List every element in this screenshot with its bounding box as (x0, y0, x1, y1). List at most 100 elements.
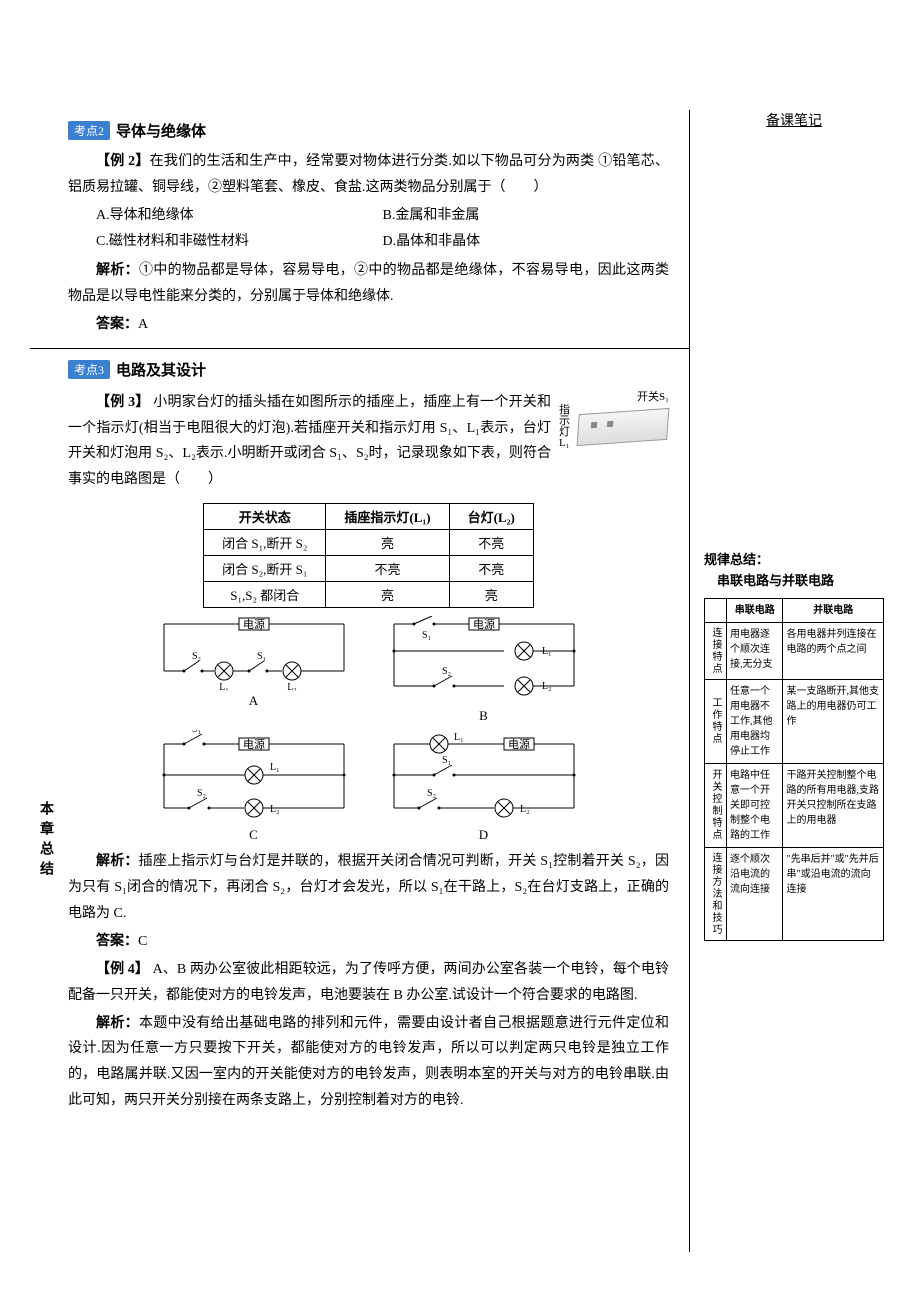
circuit-a-svg: 电源 S₂ L₁ S₁ (154, 616, 354, 691)
cell-r2c1: 亮 (326, 582, 449, 608)
fig-indicator-char4: L₁ (559, 438, 570, 449)
comparison-table: 串联电路 并联电路 连接特点 用电器逐个顺次连接,无分支 各用电器并列连接在电路… (704, 598, 884, 941)
circuit-c-label: C (154, 827, 354, 843)
comp-corner (705, 598, 727, 622)
example-4-stem: 【例 4】 A、B 两办公室彼此相距较远，为了传呼方便，两间办公室各装一个电铃，… (68, 957, 669, 1009)
main-column: 考点2 导体与绝缘体 【例 2】在我们的生活和生产中，经常要对物体进行分类.如以… (60, 110, 690, 1252)
comp-r1-parallel: 某一支路断开,其他支路上的用电器仍可工作 (783, 679, 884, 763)
cell-r1c0: 闭合 S₂,断开 S₁ (204, 556, 326, 582)
option-c: C.磁性材料和非磁性材料 (96, 229, 383, 256)
svg-text:L₁: L₁ (219, 682, 229, 691)
comp-r2-parallel: 干路开关控制整个电路的所有用电器,支路开关只控制所在支路上的用电器 (783, 763, 884, 847)
th-l2: 台灯(L₂) (449, 504, 533, 530)
cell-r0c1: 亮 (326, 530, 449, 556)
comp-r3-parallel: "先串后并"或"先并后串"或沿电流的流向连接 (783, 847, 884, 940)
circuit-b-label: B (384, 708, 584, 724)
socket-icon (577, 408, 670, 446)
comp-r0-parallel: 各用电器并列连接在电路的两个点之间 (783, 622, 884, 679)
table-row: 闭合 S₁,断开 S₂ 亮 不亮 (204, 530, 534, 556)
analysis-label-3: 解析： (96, 854, 139, 869)
circuit-b-svg: 电源 S₁ L₁ (384, 616, 584, 706)
section-2-head: 考点2 导体与绝缘体 (68, 120, 669, 141)
example-3-analysis-text: 插座上指示灯与台灯是并联的，根据开关闭合情况可判断，开关 S₁控制着开关 S₂，… (68, 854, 669, 921)
comp-row: 连接特点 用电器逐个顺次连接,无分支 各用电器并列连接在电路的两个点之间 (705, 622, 884, 679)
circuit-a-label: A (154, 693, 354, 709)
table-header-row: 开关状态 插座指示灯(L₁) 台灯(L₂) (204, 504, 534, 530)
example-3-answer-value: C (138, 934, 147, 949)
comp-row: 工作特点 任意一个用电器不工作,其他用电器均停止工作 某一支路断开,其他支路上的… (705, 679, 884, 763)
example-2-options: A.导体和绝缘体 B.金属和非金属 C.磁性材料和非磁性材料 D.晶体和非晶体 (96, 203, 669, 256)
example-4-stem-text: A、B 两办公室彼此相距较远，为了传呼方便，两间办公室各装一个电铃，每个电铃配备… (68, 962, 669, 1003)
circuit-diagrams: 电源 S₂ L₁ S₁ (154, 616, 584, 843)
answer-label: 答案： (96, 317, 138, 332)
example-2-answer: 答案：A (68, 312, 669, 338)
option-a: A.导体和绝缘体 (96, 203, 383, 230)
comp-row: 连接方法和技巧 逐个顺次沿电流的流向连接 "先串后并"或"先并后串"或沿电流的流… (705, 847, 884, 940)
svg-text:S₁: S₁ (257, 651, 266, 662)
page: 本章总结 考点2 导体与绝缘体 【例 2】在我们的生活和生产中，经常要对物体进行… (0, 0, 920, 1302)
summary-heading-1: 规律总结： (704, 552, 769, 567)
fig-switch-label: 开关S₁ (559, 390, 669, 405)
tag-kaodian2: 考点2 (68, 121, 110, 140)
cell-r1c2: 不亮 (449, 556, 533, 582)
svg-text:L₂: L₂ (270, 804, 280, 815)
svg-text:S₂: S₂ (197, 788, 206, 799)
tag-kaodian3: 考点3 (68, 360, 110, 379)
section-3-head: 考点3 电路及其设计 (68, 359, 669, 380)
example-2-stem-text: 在我们的生活和生产中，经常要对物体进行分类.如以下物品可分为两类 ①铅笔芯、铝质… (68, 154, 669, 195)
svg-text:S₂: S₂ (192, 651, 201, 662)
th-l1: 插座指示灯(L₁) (326, 504, 449, 530)
comp-r2-series: 电路中任意一个开关即可控制整个电路的工作 (727, 763, 783, 847)
comp-head-row: 串联电路 并联电路 (705, 598, 884, 622)
notes-title: 备课笔记 (704, 110, 884, 130)
example-3-analysis: 解析：插座上指示灯与台灯是并联的，根据开关闭合情况可判断，开关 S₁控制着开关 … (68, 849, 669, 927)
comp-rowhead-2: 开关控制特点 (705, 763, 727, 847)
chapter-summary-label: 本章总结 (30, 110, 60, 1252)
svg-text:电源: 电源 (508, 737, 530, 751)
switch-state-table: 开关状态 插座指示灯(L₁) 台灯(L₂) 闭合 S₁,断开 S₂ 亮 不亮 闭… (203, 503, 534, 608)
th-state: 开关状态 (204, 504, 326, 530)
circuit-a: 电源 S₂ L₁ S₁ (154, 616, 354, 724)
svg-text:电源: 电源 (473, 617, 495, 631)
comp-rowhead-3: 连接方法和技巧 (705, 847, 727, 940)
circuit-d-svg: 电源 L₁ S₁ (384, 730, 584, 825)
cell-r0c2: 不亮 (449, 530, 533, 556)
cell-r0c0: 闭合 S₁,断开 S₂ (204, 530, 326, 556)
example-4-analysis-text: 本题中没有给出基础电路的排列和元件，需要由设计者自己根据题意进行元件定位和设计.… (68, 1016, 669, 1109)
example-3-label: 【例 3】 (96, 395, 150, 410)
example-2-stem: 【例 2】在我们的生活和生产中，经常要对物体进行分类.如以下物品可分为两类 ①铅… (68, 149, 669, 201)
comp-row: 开关控制特点 电路中任意一个开关即可控制整个电路的工作 干路开关控制整个电路的所… (705, 763, 884, 847)
svg-text:S₁: S₁ (422, 630, 431, 641)
option-b: B.金属和非金属 (383, 203, 670, 230)
example-2-answer-value: A (138, 317, 148, 332)
option-d: D.晶体和非晶体 (383, 229, 670, 256)
svg-text:L₂: L₂ (520, 804, 530, 815)
svg-text:S₂: S₂ (442, 666, 451, 677)
svg-text:L₂: L₂ (287, 682, 297, 691)
svg-text:L₁: L₁ (270, 762, 280, 773)
answer-label-3: 答案： (96, 934, 138, 949)
svg-text:S₁: S₁ (192, 730, 201, 735)
cell-r1c1: 不亮 (326, 556, 449, 582)
section-3-title: 电路及其设计 (116, 359, 206, 380)
cell-r2c2: 亮 (449, 582, 533, 608)
comp-rowhead-1: 工作特点 (705, 679, 727, 763)
circuit-c-svg: 电源 S₁ L₁ (154, 730, 354, 825)
example-2-analysis-text: ①中的物品都是导体，容易导电，②中的物品都是绝缘体，不容易导电，因此这两类物品是… (68, 263, 669, 304)
summary-heading-2: 串联电路与并联电路 (704, 573, 834, 588)
circuit-b: 电源 S₁ L₁ (384, 616, 584, 724)
svg-text:电源: 电源 (243, 737, 265, 751)
svg-text:S₂: S₂ (427, 788, 436, 799)
example-3-answer: 答案：C (68, 929, 669, 955)
svg-text:电源: 电源 (243, 617, 265, 631)
circuit-d-label: D (384, 827, 584, 843)
example-3-figure: 开关S₁ 指 示 灯 L₁ (559, 388, 669, 449)
svg-text:S₁: S₁ (442, 755, 451, 766)
circuit-d: 电源 L₁ S₁ (384, 730, 584, 843)
example-3-row: 【例 3】 小明家台灯的插头插在如图所示的插座上，插座上有一个开关和一个指示灯(… (68, 388, 669, 496)
comp-rowhead-0: 连接特点 (705, 622, 727, 679)
table-row: S₁,S₂ 都闭合 亮 亮 (204, 582, 534, 608)
example-4-label: 【例 4】 (96, 962, 149, 977)
comp-col-series: 串联电路 (727, 598, 783, 622)
example-2-label: 【例 2】 (96, 154, 150, 169)
